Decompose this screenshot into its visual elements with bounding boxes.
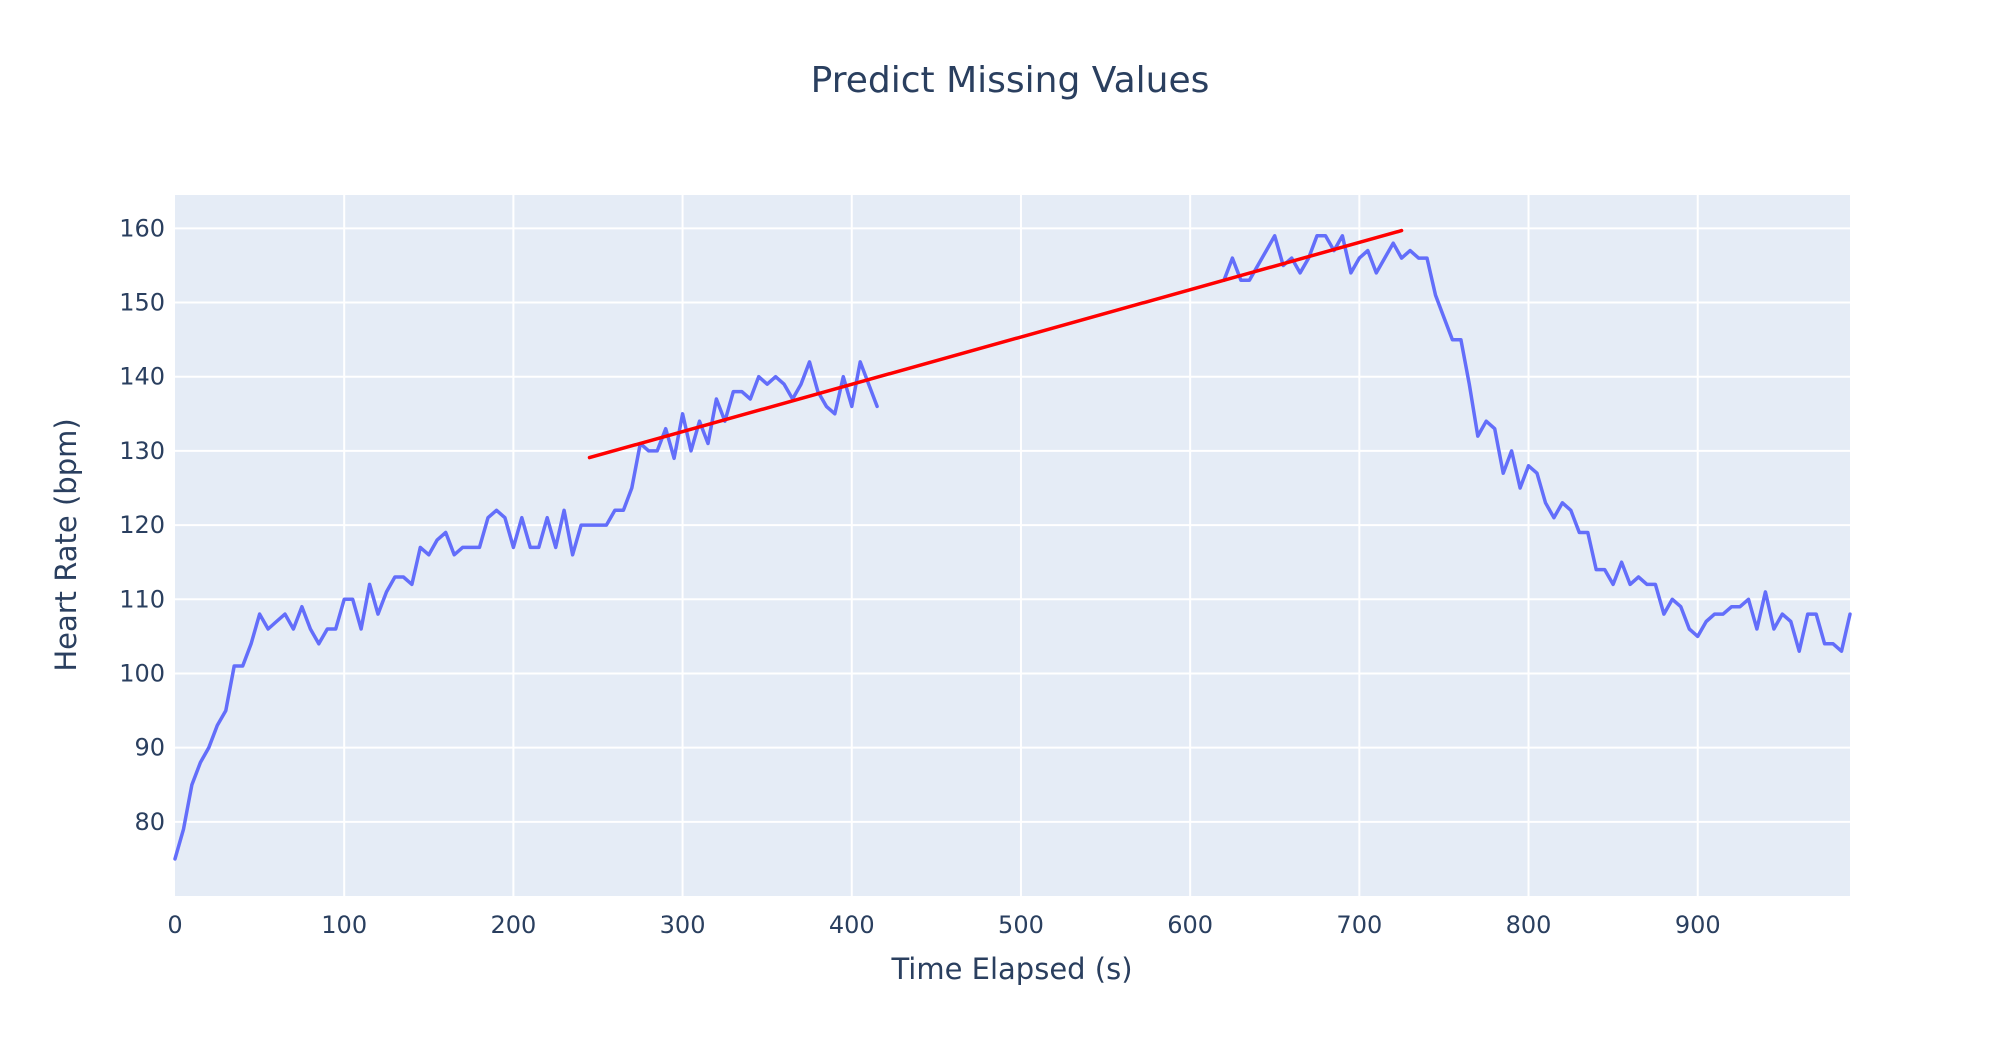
x-tick-label-400: 400 [829, 911, 875, 939]
y-tick-label-80: 80 [134, 808, 165, 836]
plot-area [175, 195, 1850, 896]
x-tick-label-0: 0 [167, 911, 182, 939]
chart-title: Predict Missing Values [811, 60, 1210, 101]
x-axis-ticks: 0 100 200 300 400 500 600 700 800 900 [167, 911, 1720, 939]
y-tick-label-130: 130 [119, 437, 165, 465]
y-tick-label-160: 160 [119, 214, 165, 242]
y-axis-title: Heart Rate (bpm) [49, 418, 83, 671]
x-tick-label-700: 700 [1336, 911, 1382, 939]
x-tick-label-200: 200 [490, 911, 536, 939]
regression-line [587, 228, 1404, 460]
x-axis-title: Time Elapsed (s) [890, 952, 1132, 986]
x-tick-label-100: 100 [321, 911, 367, 939]
x-tick-label-600: 600 [1167, 911, 1213, 939]
heart-rate-segment-1 [173, 360, 879, 861]
y-axis-ticks: 80 90 100 110 120 130 140 150 160 [119, 214, 165, 835]
vertical-gridlines [343, 195, 1699, 896]
y-tick-label-140: 140 [119, 363, 165, 391]
x-tick-label-300: 300 [660, 911, 706, 939]
x-tick-label-900: 900 [1675, 911, 1721, 939]
y-tick-label-110: 110 [119, 585, 165, 613]
y-tick-label-150: 150 [119, 289, 165, 317]
series-layer [173, 228, 1852, 861]
heart-rate-segment-2 [1222, 234, 1852, 653]
y-tick-label-90: 90 [134, 734, 165, 762]
horizontal-gridlines [175, 227, 1850, 823]
y-tick-label-120: 120 [119, 511, 165, 539]
x-tick-label-500: 500 [998, 911, 1044, 939]
x-tick-label-800: 800 [1506, 911, 1552, 939]
y-tick-label-100: 100 [119, 659, 165, 687]
